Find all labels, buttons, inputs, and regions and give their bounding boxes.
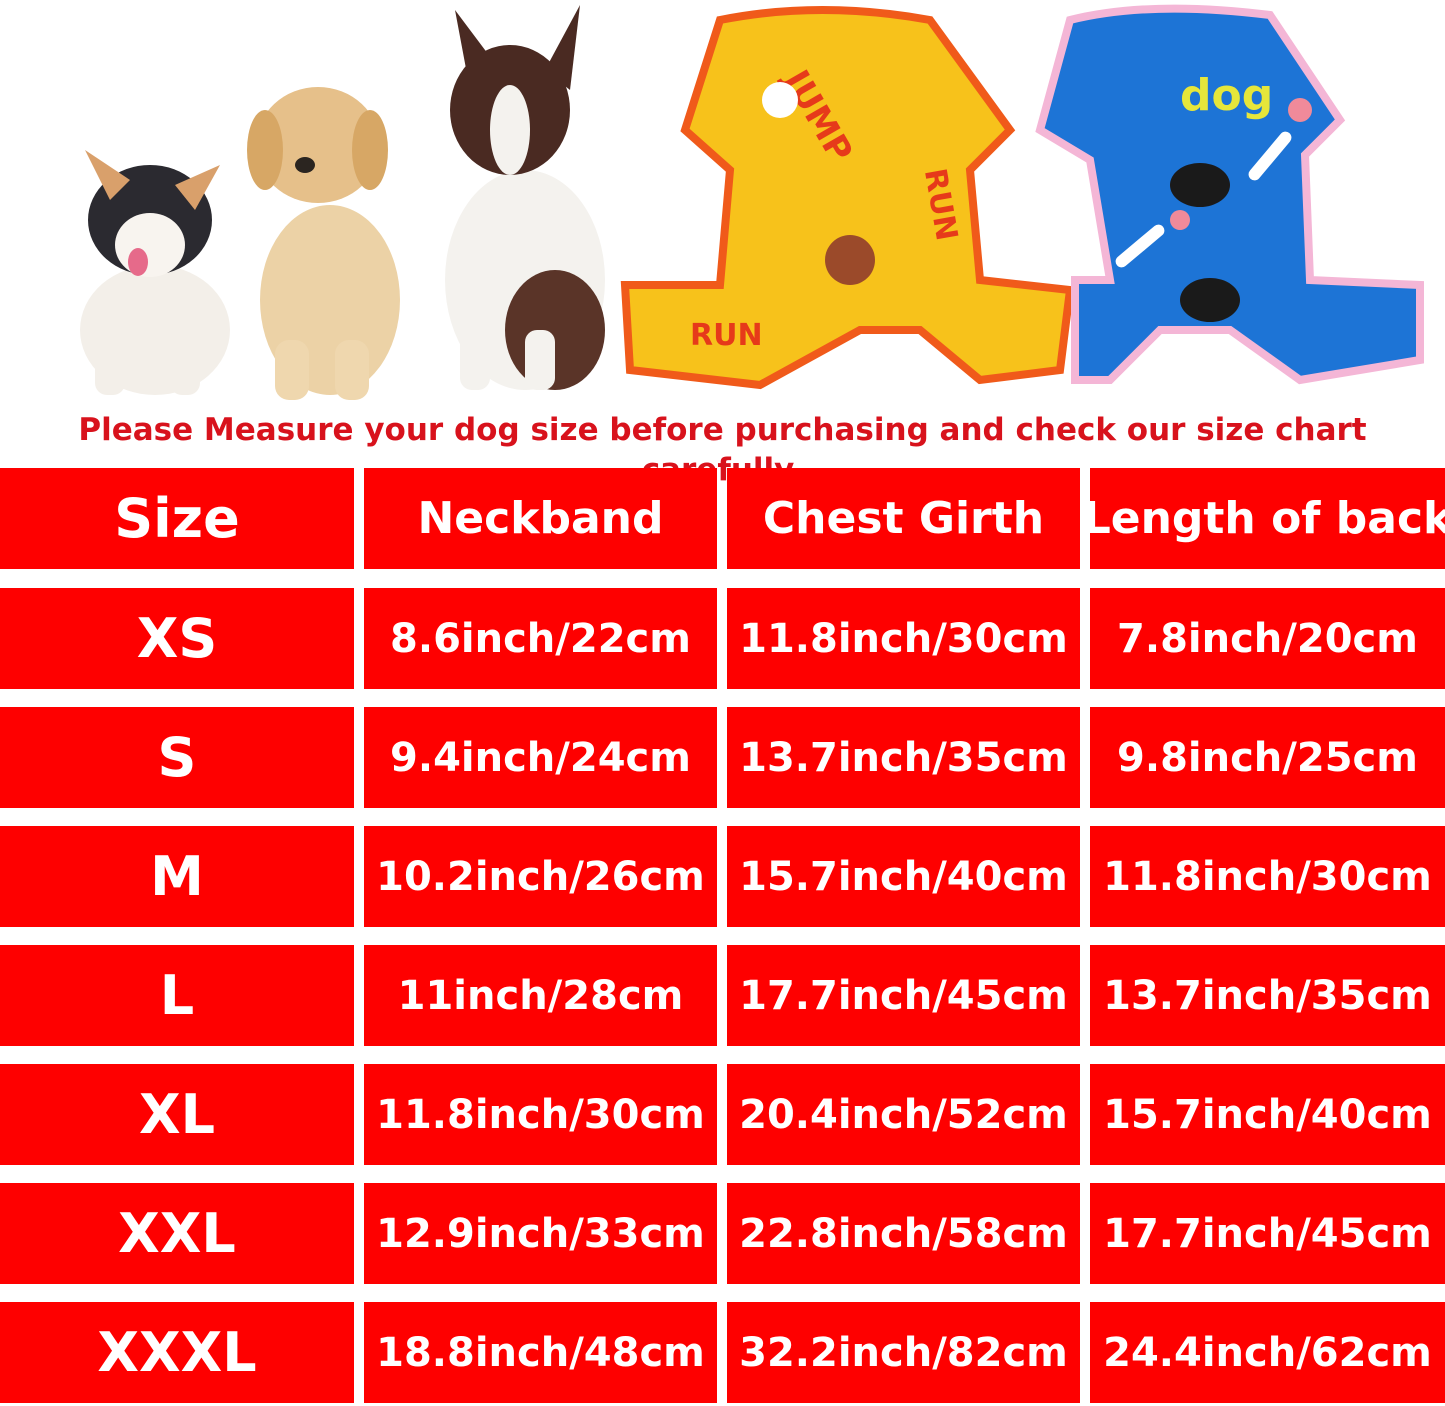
cell-length-of-back: 13.7inch/35cm <box>1090 945 1445 1046</box>
border-collie-image <box>445 5 605 390</box>
header-neckband: Neckband <box>364 468 717 569</box>
cell-chest-girth: 20.4inch/52cm <box>727 1064 1080 1165</box>
header-chest-girth: Chest Girth <box>727 468 1080 569</box>
golden-retriever-puppy-image <box>247 87 400 400</box>
cell-neckband: 10.2inch/26cm <box>364 826 717 927</box>
svg-text:RUN: RUN <box>690 318 763 353</box>
product-photos: JUMP RUN RUN dog <box>80 4 1424 400</box>
header-length-of-back: Length of back <box>1083 468 1445 569</box>
cell-length-of-back: 11.8inch/30cm <box>1090 826 1445 927</box>
header-size: Size <box>0 468 354 569</box>
cell-length-of-back: 24.4inch/62cm <box>1090 1302 1445 1403</box>
cell-chest-girth: 15.7inch/40cm <box>727 826 1080 927</box>
cell-chest-girth: 22.8inch/58cm <box>727 1183 1080 1284</box>
cell-chest-girth: 11.8inch/30cm <box>727 588 1080 689</box>
size-label: L <box>0 945 354 1046</box>
cell-length-of-back: 9.8inch/25cm <box>1090 707 1445 808</box>
cell-chest-girth: 17.7inch/45cm <box>727 945 1080 1046</box>
cell-chest-girth: 13.7inch/35cm <box>727 707 1080 808</box>
size-label: XL <box>0 1064 354 1165</box>
cell-length-of-back: 17.7inch/45cm <box>1090 1183 1445 1284</box>
cell-neckband: 12.9inch/33cm <box>364 1183 717 1284</box>
svg-text:dog: dog <box>1180 70 1273 121</box>
cell-neckband: 11inch/28cm <box>364 945 717 1046</box>
cell-chest-girth: 32.2inch/82cm <box>727 1302 1080 1403</box>
blue-dog-pajamas-image: dog <box>1035 4 1424 385</box>
cell-length-of-back: 7.8inch/20cm <box>1090 588 1445 689</box>
size-label: XXL <box>0 1183 354 1284</box>
cell-neckband: 18.8inch/48cm <box>364 1302 717 1403</box>
corgi-puppy-image <box>80 150 230 395</box>
cell-length-of-back: 15.7inch/40cm <box>1090 1064 1445 1165</box>
cell-neckband: 8.6inch/22cm <box>364 588 717 689</box>
size-label: S <box>0 707 354 808</box>
cell-neckband: 11.8inch/30cm <box>364 1064 717 1165</box>
cell-neckband: 9.4inch/24cm <box>364 707 717 808</box>
yellow-dog-pajamas-image: JUMP RUN RUN <box>620 6 1075 390</box>
size-label: M <box>0 826 354 927</box>
size-label: XS <box>0 588 354 689</box>
size-label: XXXL <box>0 1302 354 1403</box>
